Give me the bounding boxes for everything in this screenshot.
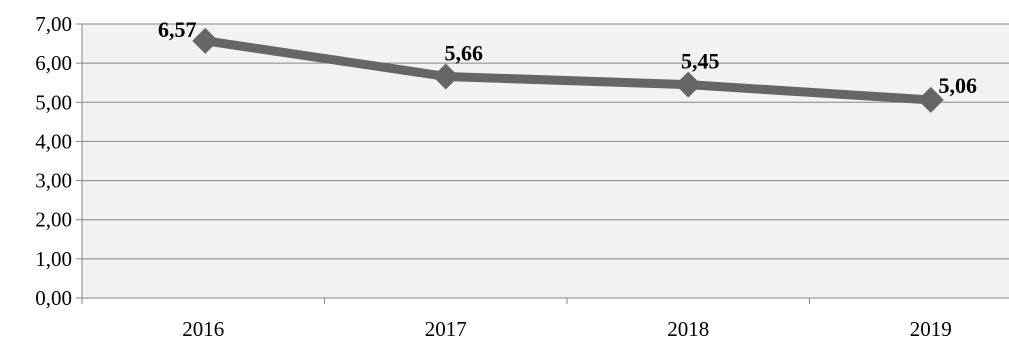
data-labels: 6,57 5,66 5,45 5,06 bbox=[158, 17, 977, 98]
point-marker-2018 bbox=[675, 71, 702, 98]
data-label-2019: 5,06 bbox=[939, 73, 978, 98]
y-tick-label-3: 3,00 bbox=[35, 169, 72, 193]
x-tick-label-2019: 2019 bbox=[910, 317, 952, 338]
y-tick-label-2: 2,00 bbox=[35, 208, 72, 232]
x-tick-label-2016: 2016 bbox=[182, 317, 224, 338]
point-marker-2019 bbox=[917, 86, 944, 113]
y-tick-label-7: 7,00 bbox=[35, 12, 72, 36]
data-label-2018: 5,45 bbox=[681, 49, 720, 74]
data-label-2016: 6,57 bbox=[158, 17, 197, 42]
x-tick-label-2018: 2018 bbox=[667, 317, 709, 338]
point-marker-2017 bbox=[432, 63, 459, 90]
plot-area bbox=[82, 24, 1009, 298]
y-tick-label-4: 4,00 bbox=[35, 129, 72, 153]
y-tick-label-1: 1,00 bbox=[35, 247, 72, 271]
y-tick-label-6: 6,00 bbox=[35, 51, 72, 75]
y-tick-label-0: 0,00 bbox=[35, 286, 72, 310]
point-marker-2016 bbox=[192, 27, 219, 54]
axes bbox=[76, 23, 1009, 304]
series-group bbox=[192, 27, 944, 113]
x-axis-tick-labels: 2016 2017 2018 2019 bbox=[182, 317, 952, 338]
series-line-0 bbox=[200, 36, 936, 105]
y-axis-tick-labels: 0,00 1,00 2,00 3,00 4,00 5,00 6,00 7,00 bbox=[35, 12, 72, 310]
data-label-2017: 5,66 bbox=[445, 40, 484, 65]
x-tick-label-2017: 2017 bbox=[425, 317, 467, 338]
gridlines bbox=[82, 23, 1009, 260]
y-tick-label-5: 5,00 bbox=[35, 90, 72, 114]
